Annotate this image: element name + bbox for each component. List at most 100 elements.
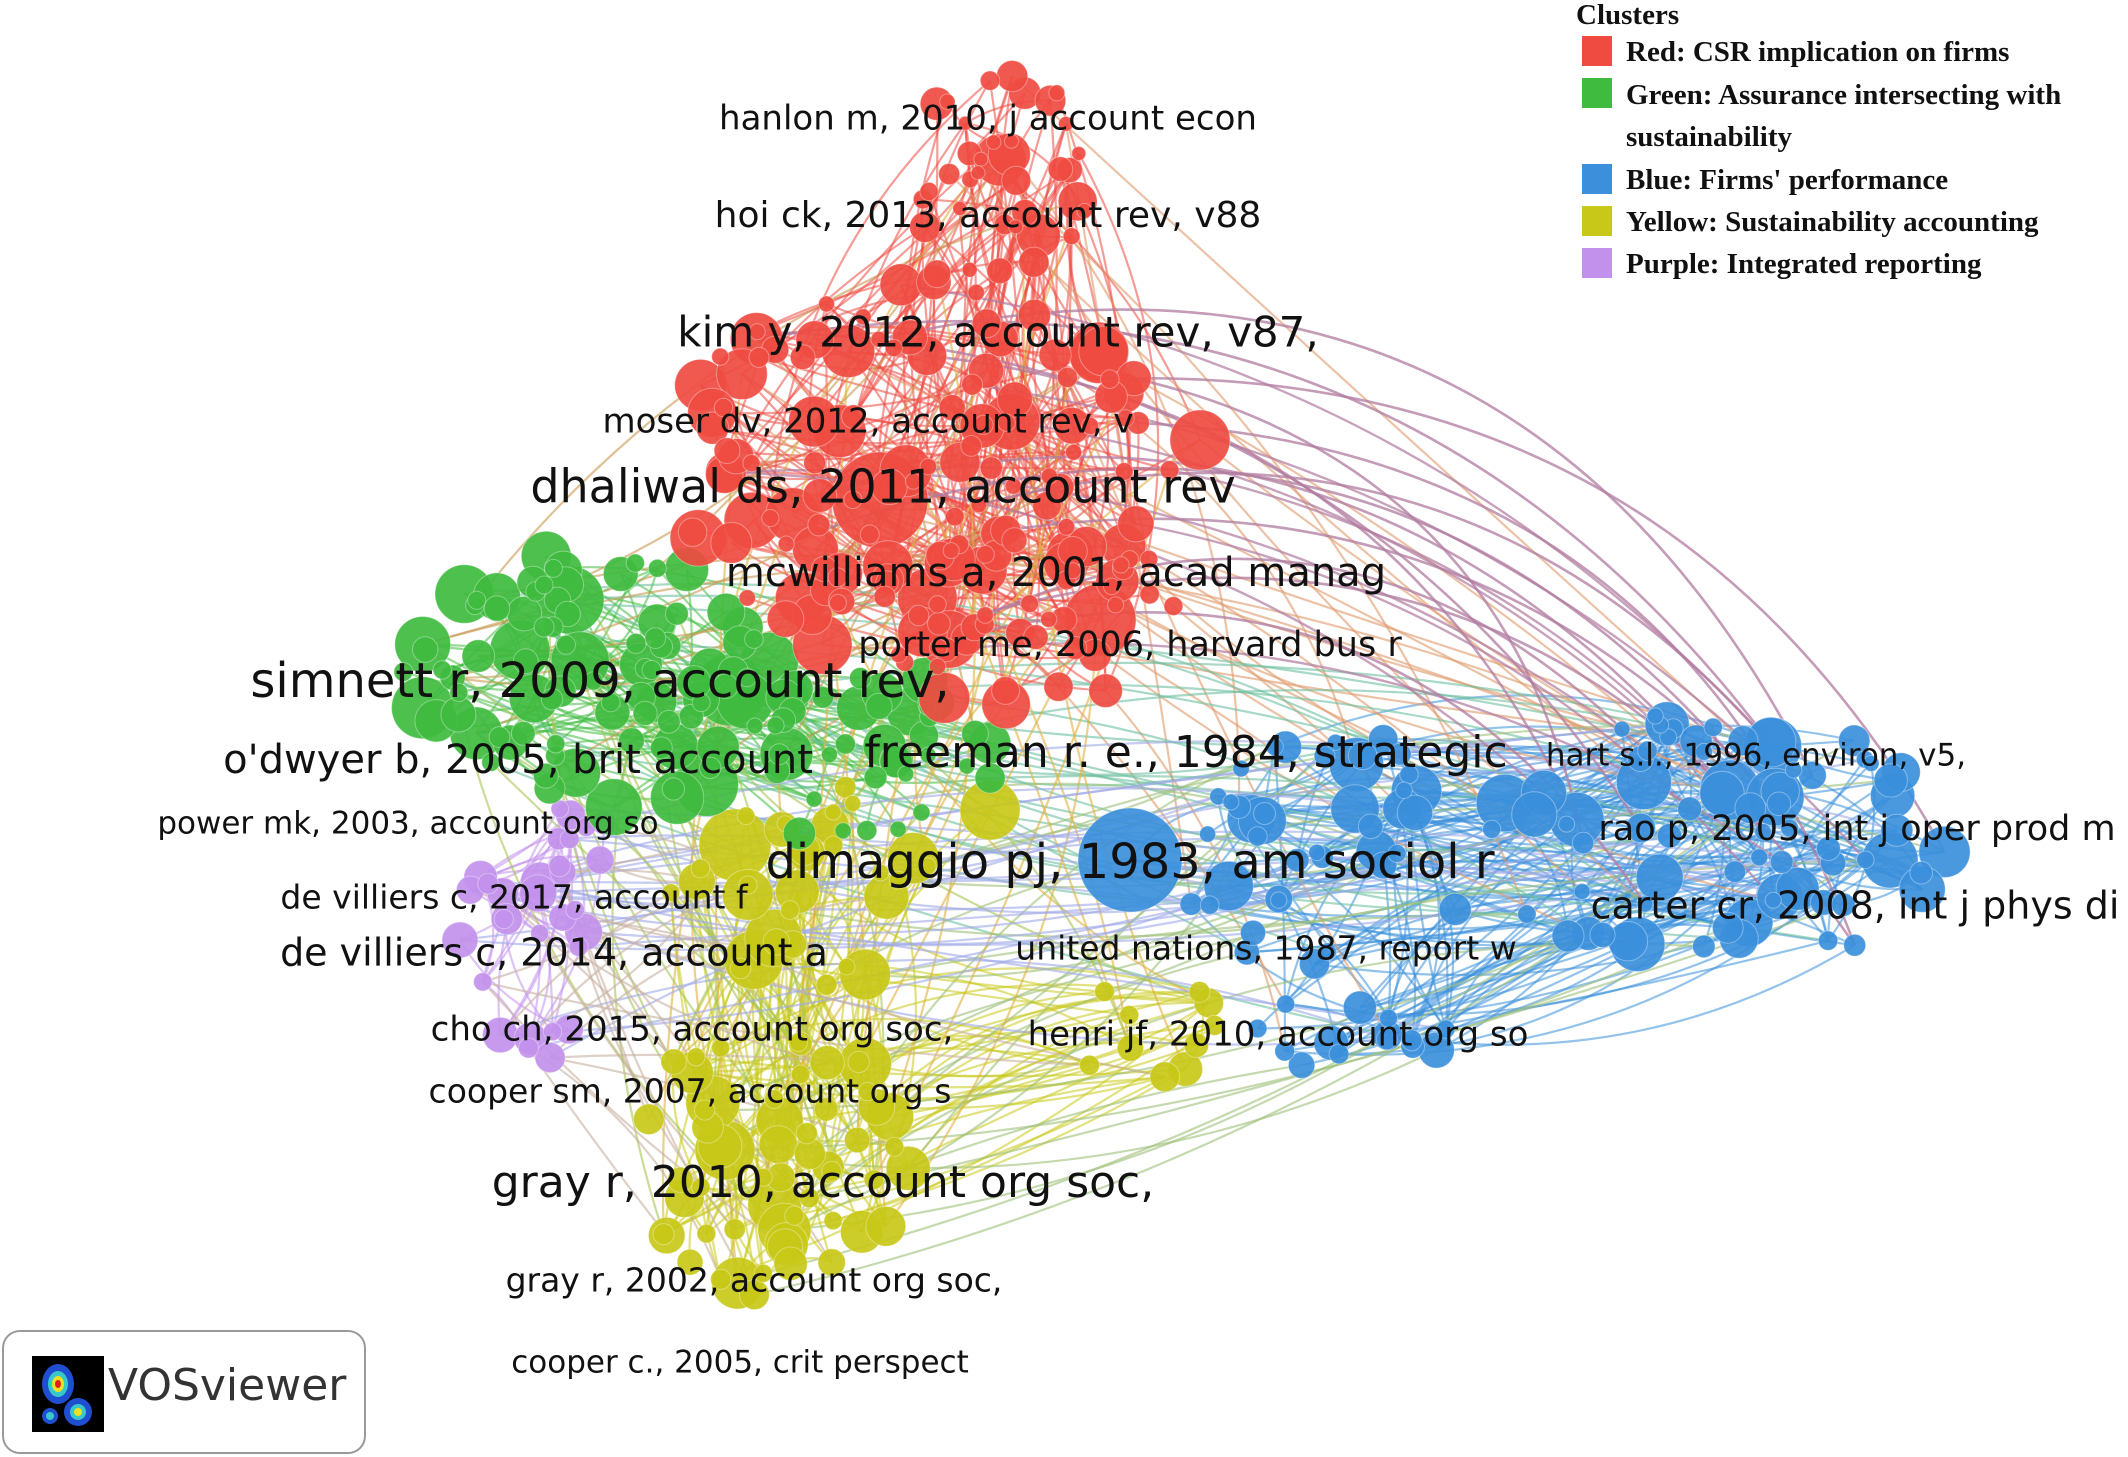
node-bubble-yellow xyxy=(633,1103,665,1136)
node-bubble-red xyxy=(1102,577,1121,596)
node-bubble-blue xyxy=(1276,994,1296,1014)
network-link xyxy=(884,655,1097,1227)
node-bubble-red xyxy=(1107,596,1125,614)
node-bubble-red xyxy=(1116,409,1135,428)
network-link xyxy=(549,895,887,1059)
node-bubble-red xyxy=(938,394,966,422)
node-bubble-blue xyxy=(1203,860,1254,912)
node-bubble-purple xyxy=(477,872,499,895)
node-bubble-blue xyxy=(1318,942,1337,961)
node-bubble-red xyxy=(928,595,947,614)
node-bubble-green xyxy=(958,757,976,775)
node-bubble-blue xyxy=(1780,818,1799,838)
legend-item-red: Red: CSR implication on firms xyxy=(1570,32,2128,72)
node-bubble-yellow xyxy=(764,1089,784,1109)
node-bubble-blue xyxy=(1375,1028,1398,1051)
node-bubble-yellow xyxy=(690,858,711,879)
node-bubble-red xyxy=(1048,84,1066,102)
node-label: hart s.l., 1996, environ, v5, xyxy=(1546,738,1966,774)
node-bubble-green xyxy=(712,673,739,700)
node-bubble-yellow xyxy=(667,1166,694,1193)
node-bubble-yellow xyxy=(857,1081,878,1102)
node-bubble-red xyxy=(803,451,827,475)
network-link xyxy=(1066,376,1389,1036)
node-label: dimaggio pj, 1983, am sociol r xyxy=(765,834,1494,890)
node-bubble-blue xyxy=(1764,891,1782,909)
node-bubble-red xyxy=(1040,467,1058,485)
node-bubble-red xyxy=(1159,460,1180,481)
node-bubble-blue xyxy=(1909,860,1933,885)
node-bubble-red xyxy=(1020,594,1039,614)
network-link xyxy=(774,812,1266,1207)
label-layer: hanlon m, 2010, j account econ hoi ck, 20… xyxy=(157,99,2119,1381)
node-label: cooper c., 2005, crit perspect xyxy=(511,1345,969,1381)
node-bubble-blue xyxy=(1862,755,1880,772)
node-bubble-green xyxy=(488,726,511,749)
node-bubble-red xyxy=(777,535,795,553)
node-bubble-blue xyxy=(1784,761,1803,779)
node-bubble-red xyxy=(1076,202,1093,219)
node-bubble-green xyxy=(641,660,662,680)
node-bubble-yellow xyxy=(661,883,681,902)
node-bubble-green xyxy=(585,778,643,836)
network-link xyxy=(846,965,1209,1004)
node-bubble-purple xyxy=(473,972,493,992)
network-link xyxy=(1256,807,1690,1030)
node-bubble-green xyxy=(432,660,452,680)
node-bubble-green xyxy=(534,575,554,595)
node-bubble-green xyxy=(583,671,604,691)
legend-label-red: Red: CSR implication on firms xyxy=(1626,36,2010,68)
node-bubble-blue xyxy=(1326,733,1345,751)
network-link xyxy=(852,416,1066,565)
network-link xyxy=(1284,939,1829,1053)
node-bubble-red xyxy=(1017,298,1052,332)
node-bubble-green xyxy=(600,692,621,713)
node-bubble-green xyxy=(512,648,539,675)
node-bubble-red xyxy=(938,163,961,186)
node-bubble-yellow xyxy=(676,1248,704,1276)
node-bubble-green xyxy=(467,590,487,610)
node-bubble-yellow xyxy=(780,900,800,920)
node-bubble-green xyxy=(481,752,501,772)
node-bubble-red xyxy=(1040,610,1058,629)
node-bubble-red xyxy=(738,589,756,607)
network-link xyxy=(1410,812,1441,1041)
node-bubble-red xyxy=(1043,671,1074,702)
node-bubble-blue xyxy=(1247,1018,1268,1039)
node-bubble-yellow xyxy=(847,1050,870,1074)
node-label: mcwilliams a, 2001, acad manag xyxy=(726,550,1386,596)
node-bubble-purple xyxy=(568,936,589,957)
node-bubble-green xyxy=(532,762,559,789)
node-bubble-green xyxy=(834,822,852,840)
node-bubble-green xyxy=(533,616,555,638)
node-bubble-blue xyxy=(1232,759,1250,778)
node-bubble-red xyxy=(1004,477,1022,495)
node-bubble-red xyxy=(919,181,939,202)
node-bubble-red xyxy=(871,468,908,506)
network-link xyxy=(470,856,1323,935)
node-bubble-blue xyxy=(1388,742,1412,766)
node-bubble-green xyxy=(661,777,686,801)
node-bubble-yellow xyxy=(865,1205,907,1247)
node-bubble-yellow xyxy=(834,776,857,799)
network-link xyxy=(480,876,1446,1031)
node-bubble-green xyxy=(546,734,566,754)
node-bubble-red xyxy=(788,395,840,448)
node-bubble-yellow xyxy=(696,1223,717,1244)
node-label: cho ch, 2015, account org soc, xyxy=(431,1010,954,1050)
node-bubble-purple xyxy=(542,1022,563,1042)
node-bubble-red xyxy=(967,283,985,302)
node-bubble-red xyxy=(1047,156,1074,182)
node-bubble-blue xyxy=(1239,919,1267,946)
node-bubble-blue xyxy=(1711,911,1744,944)
node-bubble-yellow xyxy=(710,1268,732,1290)
node-bubble-blue xyxy=(1873,763,1908,798)
node-bubble-red xyxy=(986,134,1002,150)
legend-label-blue: Blue: Firms' performance xyxy=(1626,164,1949,196)
node-bubble-green xyxy=(656,709,681,734)
network-link xyxy=(1582,890,1729,929)
node-bubble-red xyxy=(986,257,1014,285)
node-bubble-yellow xyxy=(753,1263,773,1283)
node-label: henri jf, 2010, account org so xyxy=(1028,1015,1529,1055)
